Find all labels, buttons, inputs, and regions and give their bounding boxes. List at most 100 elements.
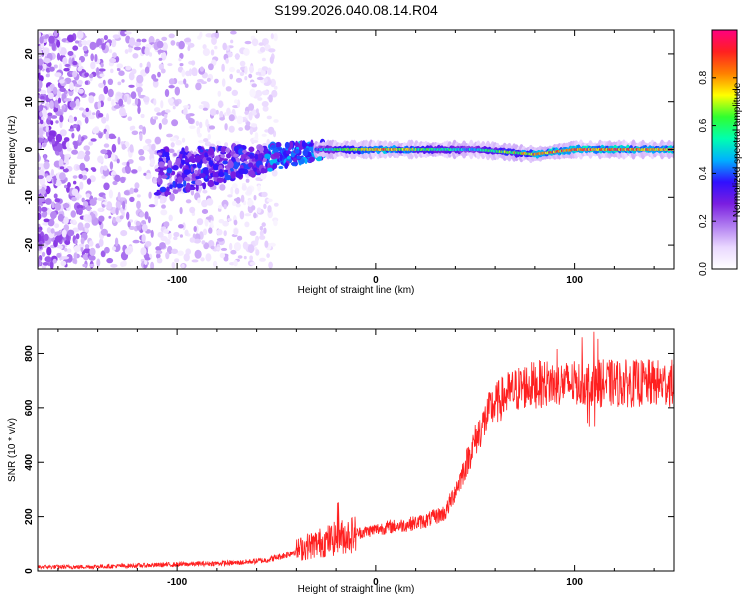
spectral-blob	[111, 152, 116, 161]
spectral-blob	[70, 219, 74, 224]
spectral-blob	[53, 30, 58, 37]
spectral-blob	[246, 121, 251, 126]
spectral-blob	[238, 168, 246, 175]
spectral-blob	[81, 40, 88, 46]
spectral-blob	[156, 40, 164, 49]
spectral-blob	[138, 124, 144, 130]
spectral-blob	[202, 48, 210, 57]
colorbar-label: Normalized spectral amplitude	[732, 82, 743, 217]
spectral-blob	[268, 94, 273, 103]
spectral-blob	[230, 39, 234, 44]
spectral-blob	[244, 213, 251, 217]
spectral-blob	[137, 166, 142, 172]
spectral-blob	[114, 174, 121, 182]
spectral-blob	[301, 140, 306, 148]
spectral-blob	[75, 40, 80, 44]
spectral-blob	[238, 127, 244, 132]
spectral-blob	[82, 45, 88, 52]
spectral-blob	[49, 100, 54, 110]
spectral-blob	[193, 238, 201, 244]
spectral-blob	[218, 171, 225, 177]
spectral-blob	[278, 166, 284, 169]
spectral-blob	[68, 57, 73, 67]
spectral-blob	[272, 163, 278, 170]
spectral-blob	[244, 124, 251, 131]
spectral-blob	[242, 149, 247, 154]
spectral-blob	[259, 225, 264, 231]
spectral-blob	[207, 133, 211, 140]
spectral-blob	[139, 132, 143, 142]
spectral-blob	[200, 101, 208, 105]
spectral-blob	[90, 61, 96, 70]
spectral-blob	[106, 233, 111, 237]
spectral-blob	[71, 188, 79, 196]
spectral-blob	[238, 148, 245, 155]
spectral-blob	[38, 46, 42, 55]
spectral-blob	[131, 169, 138, 174]
spectral-blob	[158, 57, 163, 61]
spectral-blob	[249, 261, 256, 266]
spectral-blob	[153, 78, 159, 82]
spectrogram-ytick-label: 0	[24, 146, 35, 152]
spectral-blob	[273, 85, 278, 90]
spectral-blob	[261, 57, 266, 62]
spectral-blob	[145, 138, 152, 144]
spectral-blob	[155, 250, 163, 255]
spectral-blob	[216, 247, 221, 251]
spectral-blob	[126, 97, 132, 105]
spectral-blob	[59, 114, 64, 123]
spectral-blob	[44, 256, 52, 263]
spectral-blob	[259, 257, 266, 262]
spectral-blob	[147, 216, 151, 224]
spectral-blob	[129, 37, 136, 47]
spectral-blob	[94, 54, 98, 62]
spectral-blob	[267, 126, 275, 135]
spectral-blob	[38, 75, 44, 82]
spectral-blob	[107, 78, 114, 86]
spectral-blob	[113, 105, 121, 109]
spectral-blob	[125, 65, 132, 71]
spectral-blob	[251, 139, 259, 144]
spectral-blob	[54, 223, 60, 229]
spectral-blob	[122, 201, 126, 210]
spectral-blob	[178, 40, 185, 50]
spectral-blob	[88, 255, 96, 261]
spectral-blob	[38, 185, 42, 190]
spectral-blob	[208, 160, 214, 166]
spectral-blob	[63, 98, 71, 102]
spectral-blob	[67, 182, 71, 188]
spectral-blob	[115, 200, 121, 210]
spectral-blob	[83, 201, 89, 207]
spectral-blob	[39, 36, 44, 44]
spectral-blob	[240, 194, 245, 203]
spectral-blob	[172, 189, 179, 195]
spectral-blob	[237, 235, 243, 241]
spectral-blob	[123, 95, 128, 103]
spectral-blob	[294, 142, 300, 147]
spectral-blob	[182, 222, 186, 231]
spectral-blob	[206, 157, 212, 162]
spectral-blob	[120, 176, 126, 184]
spectral-blob	[289, 141, 294, 149]
spectral-blob	[157, 71, 161, 78]
spectral-blob	[45, 198, 52, 205]
spectral-blob	[82, 253, 90, 261]
spectral-blob	[38, 58, 44, 66]
spectral-blob	[126, 211, 130, 220]
spectral-blob	[51, 138, 56, 145]
spectral-blob	[162, 42, 168, 51]
spectral-blob	[179, 52, 184, 60]
colorbar: 0.0 0.2 0.4 0.6 0.8 Normalized spectral ampl…	[698, 29, 743, 276]
spectral-blob	[224, 142, 229, 148]
spectral-blob	[216, 177, 224, 184]
spectral-blob	[166, 133, 173, 138]
spectrogram-ytick-label: 10	[24, 96, 35, 108]
spectral-blob	[183, 107, 188, 116]
spectral-blob	[79, 181, 84, 190]
spectral-blob	[111, 135, 117, 139]
colorbar-tick-label: 0.0	[698, 262, 709, 276]
spectral-blob	[89, 247, 96, 256]
spectral-blob	[221, 78, 226, 87]
spectral-blob	[47, 92, 54, 100]
spectral-blob	[137, 88, 141, 98]
